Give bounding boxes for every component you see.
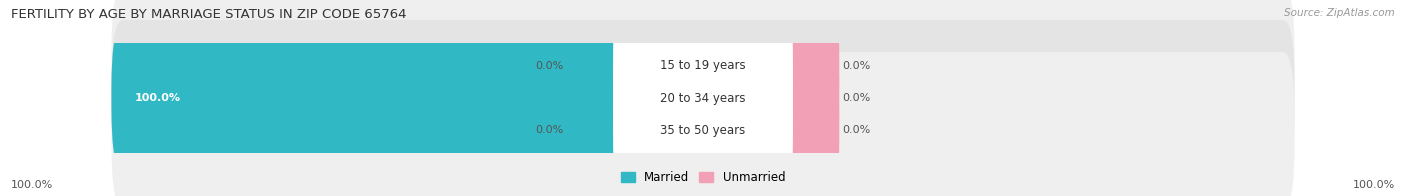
- Text: 0.0%: 0.0%: [842, 125, 870, 135]
- Text: 0.0%: 0.0%: [536, 125, 564, 135]
- FancyBboxPatch shape: [769, 41, 839, 155]
- Text: 0.0%: 0.0%: [536, 61, 564, 71]
- FancyBboxPatch shape: [111, 0, 1295, 144]
- Text: 100.0%: 100.0%: [135, 93, 180, 103]
- Text: 35 to 50 years: 35 to 50 years: [661, 124, 745, 137]
- Text: 100.0%: 100.0%: [11, 180, 53, 190]
- FancyBboxPatch shape: [613, 0, 793, 155]
- Text: Source: ZipAtlas.com: Source: ZipAtlas.com: [1284, 8, 1395, 18]
- Text: 15 to 19 years: 15 to 19 years: [661, 59, 745, 72]
- FancyBboxPatch shape: [567, 73, 637, 188]
- Text: FERTILITY BY AGE BY MARRIAGE STATUS IN ZIP CODE 65764: FERTILITY BY AGE BY MARRIAGE STATUS IN Z…: [11, 8, 406, 21]
- FancyBboxPatch shape: [111, 20, 1295, 176]
- FancyBboxPatch shape: [769, 73, 839, 188]
- FancyBboxPatch shape: [111, 52, 1295, 196]
- Text: 20 to 34 years: 20 to 34 years: [661, 92, 745, 104]
- Legend: Married, Unmarried: Married, Unmarried: [616, 166, 790, 189]
- FancyBboxPatch shape: [769, 8, 839, 123]
- FancyBboxPatch shape: [567, 8, 637, 123]
- FancyBboxPatch shape: [613, 41, 793, 196]
- FancyBboxPatch shape: [111, 24, 640, 172]
- Text: 0.0%: 0.0%: [842, 61, 870, 71]
- FancyBboxPatch shape: [613, 9, 793, 187]
- Text: 100.0%: 100.0%: [1353, 180, 1395, 190]
- Text: 0.0%: 0.0%: [842, 93, 870, 103]
